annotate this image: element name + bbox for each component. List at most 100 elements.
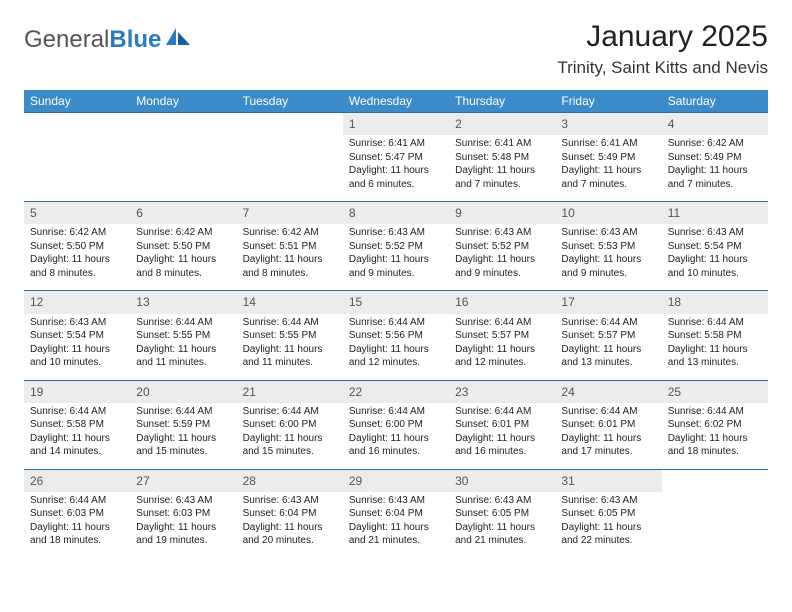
daylight-text: Daylight: 11 hours and 16 minutes. [349, 432, 443, 459]
sunrise-text: Sunrise: 6:41 AM [349, 137, 443, 151]
day-content: Sunrise: 6:44 AMSunset: 5:57 PMDaylight:… [555, 314, 661, 380]
day-content: Sunrise: 6:43 AMSunset: 5:52 PMDaylight:… [449, 224, 555, 290]
daylight-text: Daylight: 11 hours and 11 minutes. [243, 343, 337, 370]
day-cell: 30Sunrise: 6:43 AMSunset: 6:05 PMDayligh… [449, 469, 555, 558]
day-number: 25 [662, 381, 768, 403]
daylight-text: Daylight: 11 hours and 21 minutes. [349, 521, 443, 548]
sunrise-text: Sunrise: 6:41 AM [455, 137, 549, 151]
day-cell: 2Sunrise: 6:41 AMSunset: 5:48 PMDaylight… [449, 113, 555, 202]
day-header: Saturday [662, 90, 768, 113]
daylight-text: Daylight: 11 hours and 13 minutes. [561, 343, 655, 370]
month-title: January 2025 [557, 20, 768, 54]
sunset-text: Sunset: 5:49 PM [668, 151, 762, 165]
day-content: Sunrise: 6:44 AMSunset: 6:03 PMDaylight:… [24, 492, 130, 558]
day-cell: 16Sunrise: 6:44 AMSunset: 5:57 PMDayligh… [449, 291, 555, 380]
day-cell: 21Sunrise: 6:44 AMSunset: 6:00 PMDayligh… [237, 380, 343, 469]
week-row: 26Sunrise: 6:44 AMSunset: 6:03 PMDayligh… [24, 469, 768, 558]
day-cell: 1Sunrise: 6:41 AMSunset: 5:47 PMDaylight… [343, 113, 449, 202]
daylight-text: Daylight: 11 hours and 16 minutes. [455, 432, 549, 459]
sunset-text: Sunset: 5:49 PM [561, 151, 655, 165]
sunrise-text: Sunrise: 6:42 AM [136, 226, 230, 240]
calendar-body: 1Sunrise: 6:41 AMSunset: 5:47 PMDaylight… [24, 113, 768, 558]
sunset-text: Sunset: 5:53 PM [561, 240, 655, 254]
day-number: 9 [449, 202, 555, 224]
daylight-text: Daylight: 11 hours and 17 minutes. [561, 432, 655, 459]
day-cell: 15Sunrise: 6:44 AMSunset: 5:56 PMDayligh… [343, 291, 449, 380]
sunset-text: Sunset: 6:01 PM [561, 418, 655, 432]
day-number: 18 [662, 291, 768, 313]
day-content: Sunrise: 6:44 AMSunset: 6:02 PMDaylight:… [662, 403, 768, 469]
daylight-text: Daylight: 11 hours and 22 minutes. [561, 521, 655, 548]
sunset-text: Sunset: 6:05 PM [561, 507, 655, 521]
sunset-text: Sunset: 5:54 PM [668, 240, 762, 254]
day-number: 14 [237, 291, 343, 313]
sunset-text: Sunset: 5:58 PM [668, 329, 762, 343]
sunset-text: Sunset: 5:51 PM [243, 240, 337, 254]
day-cell: 27Sunrise: 6:43 AMSunset: 6:03 PMDayligh… [130, 469, 236, 558]
day-cell [662, 469, 768, 558]
logo: GeneralBlue [24, 26, 191, 54]
logo-sail-icon [165, 27, 191, 54]
day-cell: 9Sunrise: 6:43 AMSunset: 5:52 PMDaylight… [449, 202, 555, 291]
day-content: Sunrise: 6:41 AMSunset: 5:48 PMDaylight:… [449, 135, 555, 201]
day-cell: 23Sunrise: 6:44 AMSunset: 6:01 PMDayligh… [449, 380, 555, 469]
day-number: 20 [130, 381, 236, 403]
sunrise-text: Sunrise: 6:43 AM [455, 494, 549, 508]
sunset-text: Sunset: 6:04 PM [349, 507, 443, 521]
daylight-text: Daylight: 11 hours and 14 minutes. [30, 432, 124, 459]
daylight-text: Daylight: 11 hours and 13 minutes. [668, 343, 762, 370]
day-header: Monday [130, 90, 236, 113]
day-number: 10 [555, 202, 661, 224]
day-cell: 29Sunrise: 6:43 AMSunset: 6:04 PMDayligh… [343, 469, 449, 558]
sunrise-text: Sunrise: 6:42 AM [668, 137, 762, 151]
daylight-text: Daylight: 11 hours and 8 minutes. [30, 253, 124, 280]
sunrise-text: Sunrise: 6:44 AM [30, 405, 124, 419]
day-number: 19 [24, 381, 130, 403]
day-number: 16 [449, 291, 555, 313]
sunrise-text: Sunrise: 6:44 AM [455, 405, 549, 419]
day-content: Sunrise: 6:42 AMSunset: 5:50 PMDaylight:… [130, 224, 236, 290]
day-header: Tuesday [237, 90, 343, 113]
sunrise-text: Sunrise: 6:44 AM [561, 316, 655, 330]
day-cell: 17Sunrise: 6:44 AMSunset: 5:57 PMDayligh… [555, 291, 661, 380]
sunrise-text: Sunrise: 6:44 AM [668, 316, 762, 330]
sunrise-text: Sunrise: 6:44 AM [561, 405, 655, 419]
day-cell: 31Sunrise: 6:43 AMSunset: 6:05 PMDayligh… [555, 469, 661, 558]
sunrise-text: Sunrise: 6:43 AM [561, 226, 655, 240]
daylight-text: Daylight: 11 hours and 8 minutes. [136, 253, 230, 280]
day-cell [24, 113, 130, 202]
sunset-text: Sunset: 6:03 PM [30, 507, 124, 521]
location: Trinity, Saint Kitts and Nevis [557, 58, 768, 78]
day-content: Sunrise: 6:44 AMSunset: 6:01 PMDaylight:… [449, 403, 555, 469]
sunset-text: Sunset: 6:00 PM [349, 418, 443, 432]
sunrise-text: Sunrise: 6:44 AM [243, 316, 337, 330]
daylight-text: Daylight: 11 hours and 9 minutes. [455, 253, 549, 280]
day-cell: 12Sunrise: 6:43 AMSunset: 5:54 PMDayligh… [24, 291, 130, 380]
sunset-text: Sunset: 5:48 PM [455, 151, 549, 165]
sunset-text: Sunset: 5:58 PM [30, 418, 124, 432]
day-content: Sunrise: 6:44 AMSunset: 6:01 PMDaylight:… [555, 403, 661, 469]
sunrise-text: Sunrise: 6:44 AM [30, 494, 124, 508]
day-header: Thursday [449, 90, 555, 113]
day-content: Sunrise: 6:44 AMSunset: 5:55 PMDaylight:… [130, 314, 236, 380]
day-cell: 28Sunrise: 6:43 AMSunset: 6:04 PMDayligh… [237, 469, 343, 558]
daylight-text: Daylight: 11 hours and 8 minutes. [243, 253, 337, 280]
day-content: Sunrise: 6:43 AMSunset: 6:04 PMDaylight:… [237, 492, 343, 558]
day-cell [237, 113, 343, 202]
header: GeneralBlue January 2025 Trinity, Saint … [24, 20, 768, 78]
daylight-text: Daylight: 11 hours and 18 minutes. [30, 521, 124, 548]
daylight-text: Daylight: 11 hours and 9 minutes. [349, 253, 443, 280]
sunrise-text: Sunrise: 6:44 AM [136, 316, 230, 330]
sunrise-text: Sunrise: 6:41 AM [561, 137, 655, 151]
week-row: 5Sunrise: 6:42 AMSunset: 5:50 PMDaylight… [24, 202, 768, 291]
day-number: 17 [555, 291, 661, 313]
day-content: Sunrise: 6:44 AMSunset: 5:55 PMDaylight:… [237, 314, 343, 380]
day-content: Sunrise: 6:44 AMSunset: 5:58 PMDaylight:… [662, 314, 768, 380]
sunset-text: Sunset: 6:01 PM [455, 418, 549, 432]
day-cell: 13Sunrise: 6:44 AMSunset: 5:55 PMDayligh… [130, 291, 236, 380]
daylight-text: Daylight: 11 hours and 7 minutes. [455, 164, 549, 191]
sunset-text: Sunset: 6:00 PM [243, 418, 337, 432]
day-content: Sunrise: 6:41 AMSunset: 5:47 PMDaylight:… [343, 135, 449, 201]
day-number: 11 [662, 202, 768, 224]
day-cell: 11Sunrise: 6:43 AMSunset: 5:54 PMDayligh… [662, 202, 768, 291]
